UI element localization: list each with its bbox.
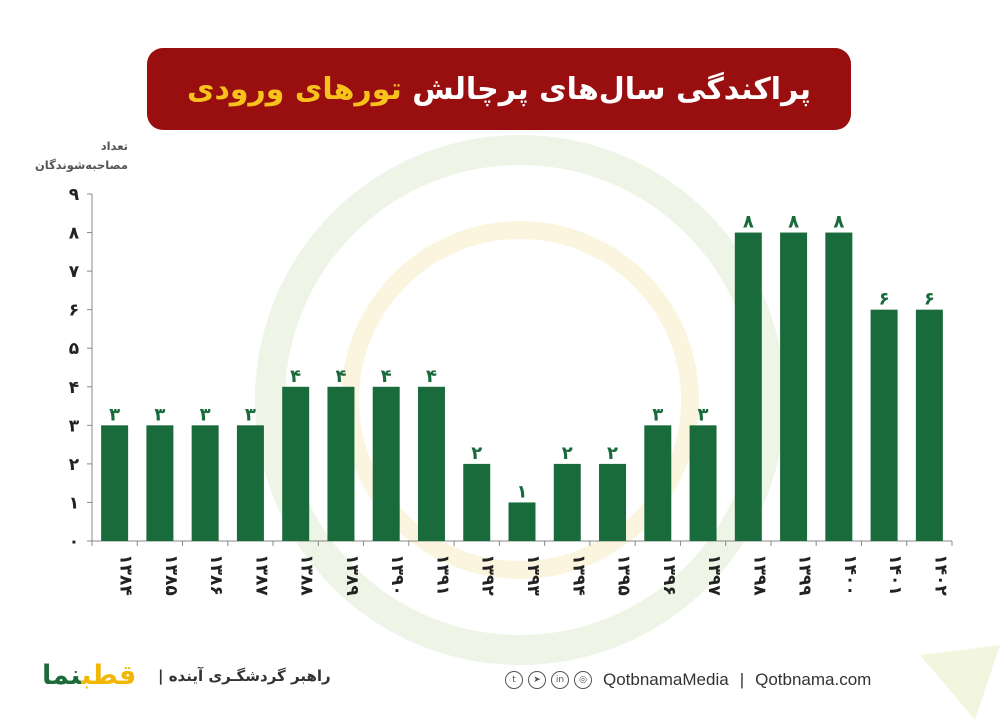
bar-value-label: ۳ [154, 404, 165, 425]
y-tick-label: ۷ [69, 262, 80, 282]
bar [327, 386, 355, 541]
title-part-2: تورهای ورودی [186, 71, 402, 107]
bar-value-label: ۴ [335, 366, 346, 387]
bar [870, 309, 898, 541]
bar [101, 425, 129, 541]
bar-value-label: ۳ [652, 404, 663, 425]
y-tick-label: ۱ [69, 493, 79, 513]
footer-divider: | [739, 670, 745, 689]
x-category-label: ۱۳۹۰ [387, 554, 407, 596]
linkedin-icon[interactable]: in [551, 671, 569, 689]
x-category-label: ۱۴۰۲ [930, 554, 950, 596]
footer-tagline: راهبر گردشگـری آینده | [158, 667, 331, 685]
x-category-label: ۱۳۸۸ [297, 554, 317, 596]
x-category-label: ۱۳۹۷ [704, 554, 724, 596]
x-category-label: ۱۳۹۱ [432, 554, 452, 596]
bar-value-label: ۶ [879, 289, 890, 310]
media-handle[interactable]: QotbnamaMedia [603, 670, 729, 689]
x-category-label: ۱۳۹۳ [523, 554, 543, 596]
bar [508, 502, 536, 541]
y-tick-label: ۳ [69, 416, 80, 436]
bar [599, 463, 627, 541]
bar-value-label: ۳ [245, 404, 256, 425]
title-part-1: پراکندگی سال‌های پرچالش [412, 71, 812, 107]
bar [825, 232, 853, 542]
bar [191, 425, 219, 541]
y-tick-label: ۸ [69, 224, 80, 244]
y-tick-label: ۹ [69, 185, 80, 205]
y-tick-label: ۰ [69, 532, 79, 552]
x-category-label: ۱۳۸۴ [116, 554, 136, 596]
y-tick-label: ۵ [69, 339, 79, 359]
logo-part-1: قطب [81, 660, 137, 691]
telegram-icon[interactable]: ➤ [528, 671, 546, 689]
bar-value-label: ۲ [562, 443, 573, 464]
bar [553, 463, 581, 541]
bar-value-label: ۳ [109, 404, 120, 425]
bar [372, 386, 400, 541]
y-tick-label: ۴ [69, 378, 79, 398]
bar [417, 386, 445, 541]
bar-value-label: ۶ [924, 289, 935, 310]
x-category-label: ۱۳۸۷ [251, 554, 271, 596]
bar [734, 232, 762, 542]
x-category-label: ۱۳۹۲ [478, 554, 498, 596]
corner-decoration [920, 645, 1000, 720]
bar-value-label: ۴ [290, 366, 301, 387]
bar [915, 309, 943, 541]
x-category-label: ۱۳۸۵ [161, 554, 181, 596]
bar [146, 425, 174, 541]
bar-value-label: ۸ [743, 212, 754, 233]
y-tick-label: ۶ [69, 301, 79, 321]
bar-value-label: ۴ [381, 366, 392, 387]
x-category-label: ۱۳۹۴ [568, 554, 588, 596]
logo-part-2: نما [42, 660, 82, 691]
x-category-label: ۱۳۸۶ [206, 554, 226, 596]
bar-value-label: ۲ [607, 443, 618, 464]
bar [689, 425, 717, 541]
qotbnama-logo: قطبنما [42, 660, 136, 691]
bar-value-label: ۳ [698, 404, 709, 425]
bar [236, 425, 264, 541]
bar [282, 386, 310, 541]
x-category-label: ۱۴۰۰ [840, 554, 860, 596]
x-category-label: ۱۳۹۶ [659, 554, 679, 596]
x-category-label: ۱۳۹۸ [749, 554, 769, 596]
footer-links: t ➤ in ◎ QotbnamaMedia | Qotbnama.com [505, 670, 871, 690]
bar-value-label: ۴ [426, 366, 437, 387]
twitter-icon[interactable]: t [505, 671, 523, 689]
bar-value-label: ۸ [833, 212, 844, 233]
bar-value-label: ۱ [517, 481, 528, 502]
bar [780, 232, 808, 542]
bar-value-label: ۸ [788, 212, 799, 233]
x-category-label: ۱۴۰۱ [885, 554, 905, 596]
x-category-label: ۱۳۹۹ [795, 554, 815, 596]
chart-title: پراکندگی سال‌های پرچالش تورهای ورودی [147, 48, 851, 130]
y-tick-label: ۲ [69, 455, 80, 475]
x-category-label: ۱۳۹۵ [614, 554, 634, 596]
bar [644, 425, 672, 541]
x-category-label: ۱۳۸۹ [342, 554, 362, 596]
website-link[interactable]: Qotbnama.com [755, 670, 872, 689]
instagram-icon[interactable]: ◎ [574, 671, 592, 689]
bar-value-label: ۳ [200, 404, 211, 425]
bar [463, 463, 491, 541]
y-axis-label: تعداد مصاحبه‌شوندگان [34, 139, 128, 172]
bar-value-label: ۲ [471, 443, 482, 464]
